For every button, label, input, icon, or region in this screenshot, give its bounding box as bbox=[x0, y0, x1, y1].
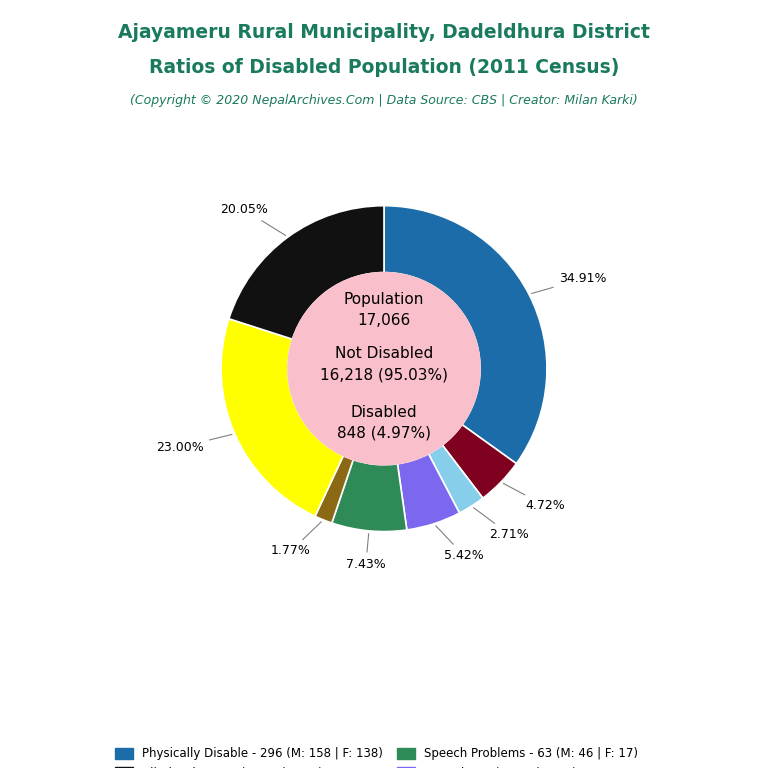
Text: 2.71%: 2.71% bbox=[474, 508, 529, 541]
Text: 1.77%: 1.77% bbox=[271, 521, 321, 558]
Wedge shape bbox=[429, 445, 483, 513]
Text: 20.05%: 20.05% bbox=[220, 204, 286, 236]
Text: Ratios of Disabled Population (2011 Census): Ratios of Disabled Population (2011 Cens… bbox=[149, 58, 619, 77]
Text: Not Disabled
16,218 (95.03%): Not Disabled 16,218 (95.03%) bbox=[320, 346, 448, 382]
Text: 34.91%: 34.91% bbox=[531, 273, 606, 293]
Wedge shape bbox=[398, 454, 459, 530]
Text: Disabled
848 (4.97%): Disabled 848 (4.97%) bbox=[337, 405, 431, 441]
Wedge shape bbox=[229, 206, 384, 339]
Text: 23.00%: 23.00% bbox=[156, 435, 232, 454]
Text: Population
17,066: Population 17,066 bbox=[344, 292, 424, 328]
Text: (Copyright © 2020 NepalArchives.Com | Data Source: CBS | Creator: Milan Karki): (Copyright © 2020 NepalArchives.Com | Da… bbox=[130, 94, 638, 107]
Text: Ajayameru Rural Municipality, Dadeldhura District: Ajayameru Rural Municipality, Dadeldhura… bbox=[118, 23, 650, 42]
Wedge shape bbox=[384, 206, 547, 464]
Legend: Physically Disable - 296 (M: 158 | F: 138), Blind Only - 170 (M: 77 | F: 93), De: Physically Disable - 296 (M: 158 | F: 13… bbox=[111, 743, 657, 768]
Circle shape bbox=[288, 273, 480, 465]
Wedge shape bbox=[221, 319, 343, 516]
Text: 4.72%: 4.72% bbox=[503, 483, 564, 512]
Wedge shape bbox=[332, 460, 407, 531]
Text: 5.42%: 5.42% bbox=[435, 526, 484, 562]
Wedge shape bbox=[315, 455, 353, 523]
Wedge shape bbox=[442, 425, 516, 498]
Text: 7.43%: 7.43% bbox=[346, 534, 386, 571]
